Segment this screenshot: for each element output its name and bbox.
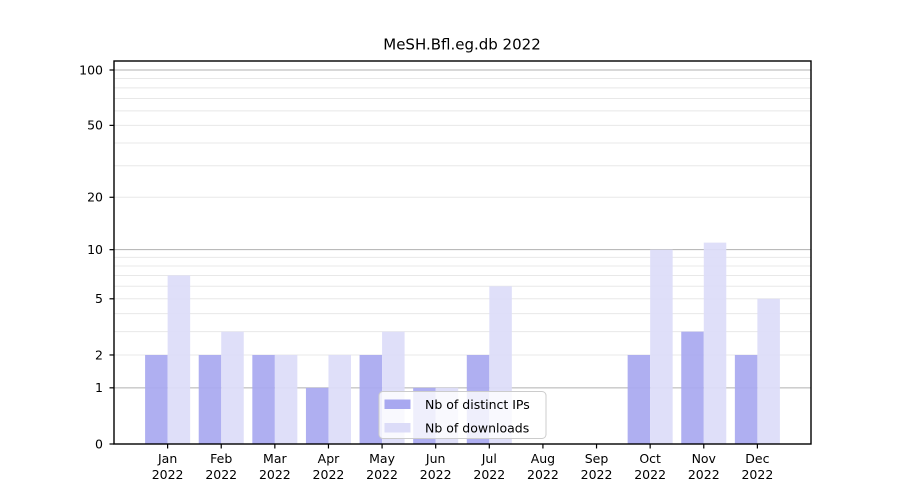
x-tick-label-year: 2022 — [527, 467, 559, 482]
x-tick-label-year: 2022 — [205, 467, 237, 482]
x-tick-label-year: 2022 — [259, 467, 291, 482]
x-tick-label-month: Aug — [531, 451, 555, 466]
legend-label-downloads: Nb of downloads — [425, 421, 529, 436]
x-tick-label-month: Sep — [585, 451, 609, 466]
bar-distinct-ips-apr — [305, 387, 329, 444]
x-tick-label-month: Jun — [425, 451, 446, 466]
x-tick-label-month: Oct — [639, 451, 661, 466]
y-tick-label: 0 — [95, 436, 103, 451]
bar-distinct-ips-oct — [627, 354, 651, 444]
x-tick-label-year: 2022 — [420, 467, 452, 482]
bar-downloads-jan — [167, 275, 191, 444]
x-tick-label-year: 2022 — [313, 467, 345, 482]
plot-border — [113, 60, 812, 445]
bar-downloads-nov — [703, 242, 727, 444]
x-tick-label-month: Nov — [692, 451, 717, 466]
gridlines — [114, 69, 811, 389]
bar-downloads-feb — [221, 331, 244, 444]
bar-distinct-ips-dec — [734, 354, 758, 444]
y-tick-label: 100 — [79, 62, 103, 77]
x-tick-label-year: 2022 — [688, 467, 720, 482]
x-tick-label-year: 2022 — [581, 467, 613, 482]
bar-downloads-oct — [650, 249, 673, 444]
y-tick-label: 5 — [95, 291, 103, 306]
bar-downloads-mar — [274, 354, 298, 444]
x-tick-label-month: Jan — [157, 451, 177, 466]
bar-distinct-ips-feb — [198, 354, 222, 444]
bar-distinct-ips-jan — [145, 354, 168, 444]
x-tick-label-year: 2022 — [366, 467, 398, 482]
y-tick-label: 2 — [95, 347, 103, 362]
chart-title: MeSH.Bfl.eg.db 2022 — [383, 36, 541, 54]
y-tick-label: 10 — [87, 242, 103, 257]
y-tick-label: 1 — [95, 380, 103, 395]
x-tick-label-month: Apr — [318, 451, 340, 466]
bar-downloads-dec — [757, 298, 780, 444]
legend-swatch-downloads — [384, 423, 411, 433]
legend-label-distinct-ips: Nb of distinct IPs — [425, 397, 530, 412]
legend-box — [378, 391, 547, 439]
x-tick-label-month: Jul — [481, 451, 497, 466]
y-tick-label: 50 — [87, 118, 103, 133]
x-tick-label-year: 2022 — [473, 467, 505, 482]
bar-distinct-ips-mar — [252, 354, 275, 444]
legend: Nb of distinct IPs Nb of downloads — [378, 391, 547, 439]
x-tick-label-year: 2022 — [152, 467, 184, 482]
x-tick-label-month: May — [369, 451, 395, 466]
bar-distinct-ips-may — [359, 354, 383, 444]
legend-swatch-distinct-ips — [384, 399, 411, 409]
bar-distinct-ips-nov — [681, 331, 704, 444]
axes: 0125102050100Jan2022Feb2022Mar2022Apr202… — [79, 60, 812, 482]
y-tick-label: 20 — [87, 190, 103, 205]
x-tick-label-month: Mar — [263, 451, 287, 466]
x-tick-label-month: Dec — [745, 451, 769, 466]
bar-downloads-apr — [328, 354, 351, 444]
x-tick-label-year: 2022 — [634, 467, 666, 482]
x-tick-label-month: Feb — [210, 451, 232, 466]
x-tick-label-year: 2022 — [741, 467, 773, 482]
